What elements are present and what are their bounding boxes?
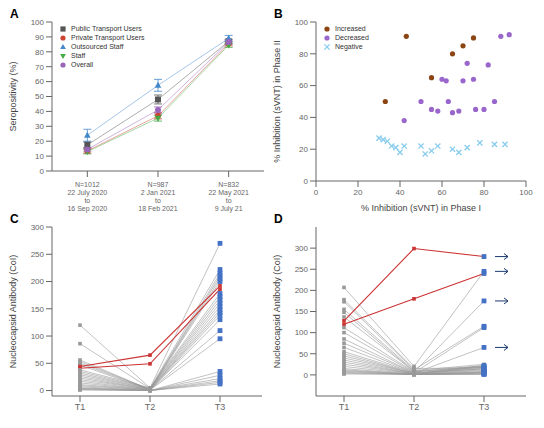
svg-text:40: 40 [396, 188, 405, 197]
svg-text:0: 0 [304, 371, 309, 380]
svg-text:0: 0 [40, 167, 45, 176]
svg-text:T1: T1 [339, 402, 350, 412]
html-text:B: B [274, 7, 283, 21]
svg-text:0: 0 [40, 386, 45, 395]
html-text:C: C [10, 212, 19, 226]
svg-text:80: 80 [35, 48, 44, 57]
html-text:A: A [10, 7, 19, 21]
svg-text:60: 60 [438, 188, 447, 197]
svg-text:100: 100 [295, 18, 309, 27]
svg-text:250: 250 [295, 265, 309, 274]
svg-text:% Inhibition (sVNT) in Phase I: % Inhibition (sVNT) in Phase II [272, 40, 282, 163]
svg-text:T2: T2 [145, 402, 156, 412]
svg-text:N=83222 May 2021to9 July 21: N=83222 May 2021to9 July 21 [208, 181, 249, 213]
svg-text:0: 0 [314, 188, 319, 197]
html-text:Overall: Overall [71, 61, 94, 68]
html-text:Outsourced Staff: Outsourced Staff [71, 43, 124, 50]
svg-text:% Inhibition (sVNT) in Phase I: % Inhibition (sVNT) in Phase I [361, 203, 481, 213]
html-text:Staff: Staff [71, 52, 86, 59]
svg-text:100: 100 [31, 332, 45, 341]
svg-text:N=101222 July 2020to16 Sep 202: N=101222 July 2020to16 Sep 2020 [67, 181, 107, 213]
svg-text:100: 100 [519, 188, 533, 197]
svg-text:250: 250 [31, 250, 45, 259]
svg-text:T1: T1 [75, 402, 86, 412]
svg-text:200: 200 [31, 277, 45, 286]
html-text:Private Transport Users: Private Transport Users [71, 34, 145, 41]
svg-text:150: 150 [31, 305, 45, 314]
html-text:Public Transport Users: Public Transport Users [71, 25, 142, 32]
svg-text:0: 0 [304, 177, 309, 186]
svg-text:10: 10 [35, 152, 44, 161]
svg-text:40: 40 [35, 107, 44, 116]
svg-text:Seropositivity (%): Seropositivity (%) [8, 61, 18, 131]
svg-text:20: 20 [299, 145, 308, 154]
svg-text:60: 60 [299, 81, 308, 90]
svg-text:150: 150 [295, 307, 309, 316]
svg-text:100: 100 [31, 18, 45, 27]
svg-text:T2: T2 [409, 402, 420, 412]
svg-text:200: 200 [295, 286, 309, 295]
svg-text:N=9872 Jan 2021to18 Feb 2021: N=9872 Jan 2021to18 Feb 2021 [138, 181, 177, 212]
svg-text:100: 100 [295, 328, 309, 337]
svg-text:40: 40 [299, 113, 308, 122]
svg-text:T3: T3 [215, 402, 226, 412]
svg-text:300: 300 [295, 244, 309, 253]
svg-text:Nucleocapsid Antibody (CoI): Nucleocapsid Antibody (CoI) [8, 255, 18, 369]
svg-text:50: 50 [35, 92, 44, 101]
html-text:D: D [274, 212, 283, 226]
svg-text:Nucleocapsid Antibody (CoI): Nucleocapsid Antibody (CoI) [272, 255, 282, 369]
svg-text:90: 90 [35, 33, 44, 42]
html-text:Negative: Negative [335, 43, 363, 50]
svg-text:80: 80 [480, 188, 489, 197]
svg-text:50: 50 [35, 359, 44, 368]
svg-text:60: 60 [35, 77, 44, 86]
svg-text:30: 30 [35, 122, 44, 131]
html-text:Decreased: Decreased [335, 34, 369, 41]
svg-text:20: 20 [35, 137, 44, 146]
svg-text:80: 80 [299, 50, 308, 59]
html-text:Increased: Increased [335, 25, 366, 32]
svg-text:300: 300 [31, 223, 45, 232]
svg-text:T3: T3 [479, 402, 490, 412]
svg-text:20: 20 [354, 188, 363, 197]
svg-text:50: 50 [299, 350, 308, 359]
svg-text:70: 70 [35, 63, 44, 72]
